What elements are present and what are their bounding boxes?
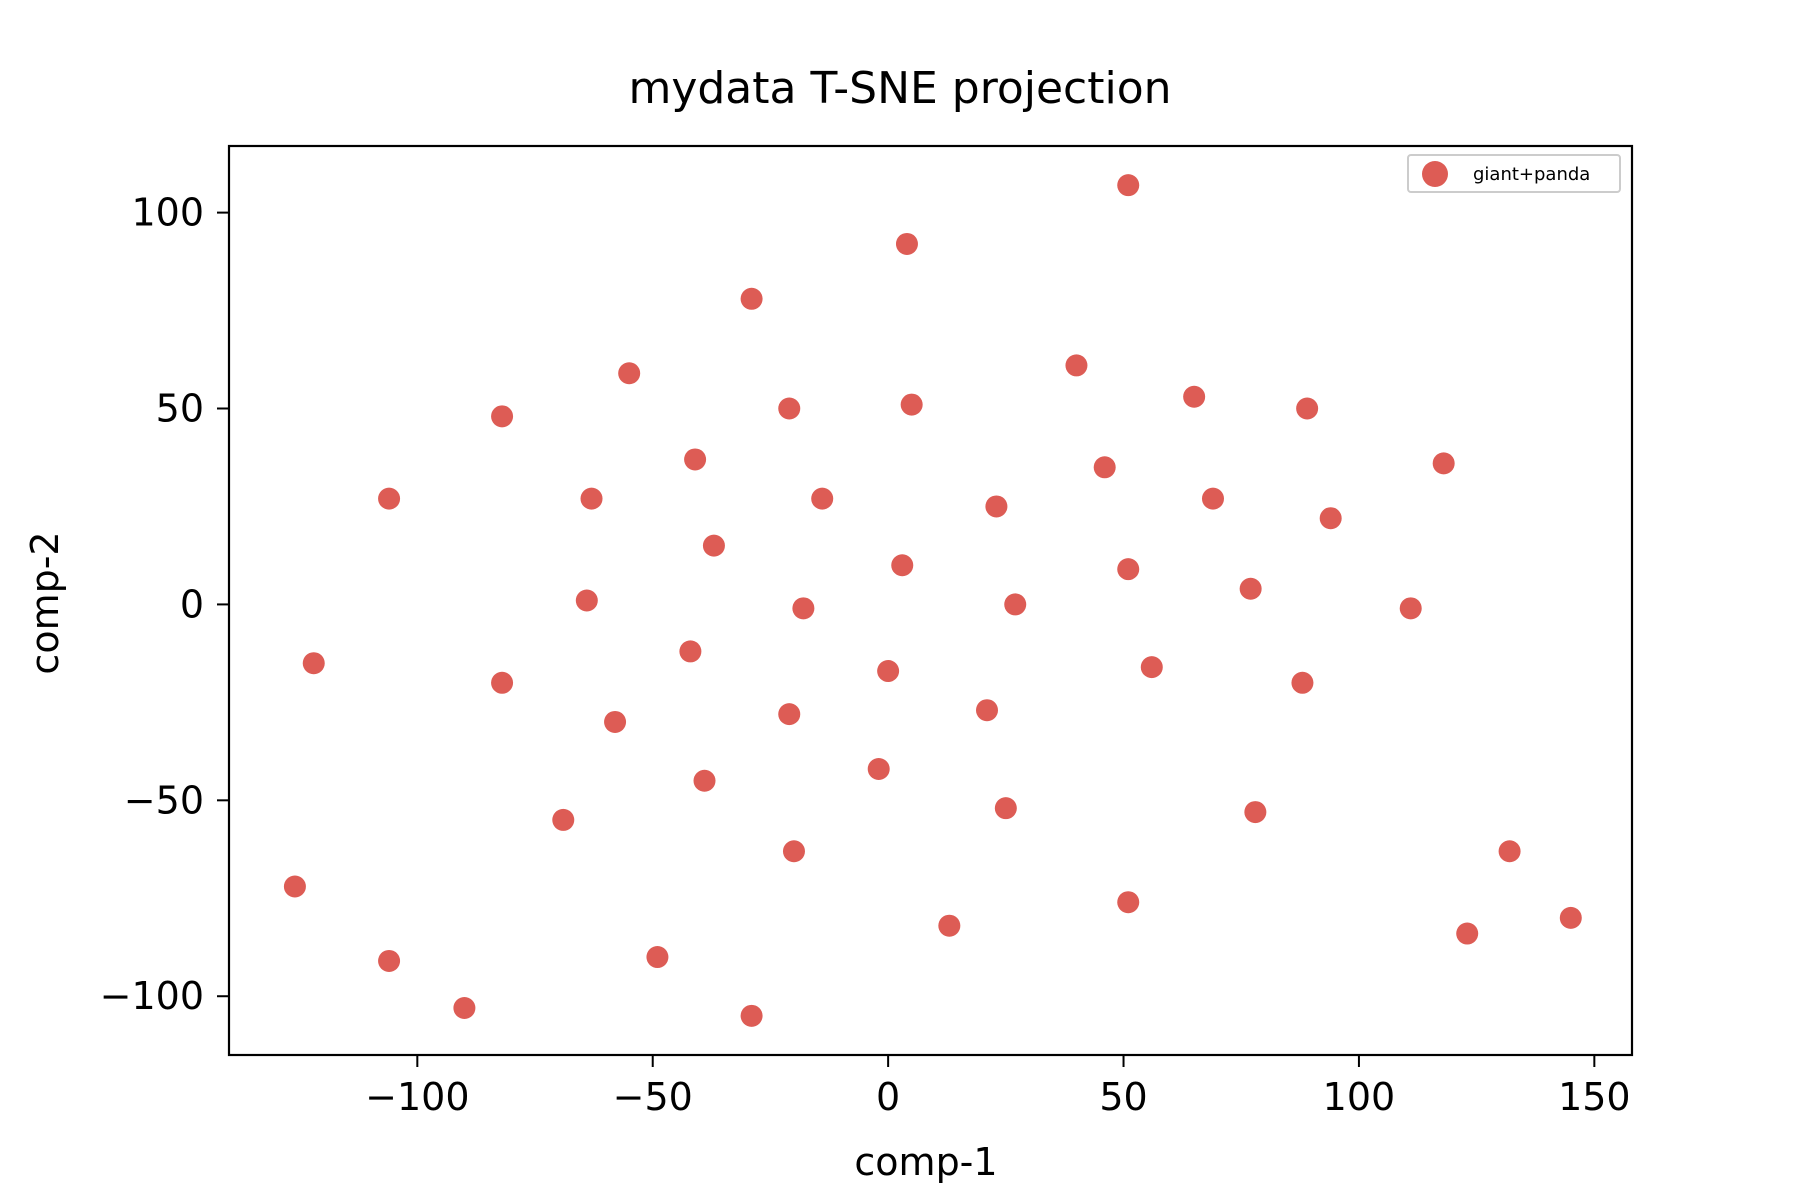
scatter-point: [1291, 671, 1314, 694]
scatter-point: [283, 875, 306, 898]
x-tick-label: −100: [365, 1075, 469, 1119]
scatter-point: [740, 1004, 763, 1027]
chart-title: mydata T-SNE projection: [628, 63, 1171, 114]
y-tick-label: −50: [124, 778, 204, 822]
scatter-point: [1065, 354, 1088, 377]
scatter-point: [900, 393, 923, 416]
scatter-point: [740, 287, 763, 310]
scatter-point: [693, 769, 716, 792]
scatter-point: [646, 946, 669, 969]
x-axis-ticks: −100 −50 0 50 100 150: [365, 1055, 1631, 1119]
scatter-point: [1004, 593, 1027, 616]
scatter-point: [604, 710, 627, 733]
scatter-point: [552, 808, 575, 831]
scatter-point: [1093, 456, 1116, 479]
scatter-point: [1183, 385, 1206, 408]
scatter-point: [877, 660, 900, 683]
x-axis-label: comp-1: [854, 1140, 997, 1184]
scatter-point: [975, 699, 998, 722]
scatter-point: [1296, 397, 1319, 420]
scatter-point: [1117, 174, 1140, 197]
scatter-point: [994, 797, 1017, 820]
scatter-point: [491, 671, 514, 694]
scatter-point: [778, 397, 801, 420]
scatter-point: [782, 840, 805, 863]
scatter-point: [684, 448, 707, 471]
x-tick-label: 50: [1099, 1075, 1147, 1119]
scatter-point: [867, 757, 890, 780]
scatter-point: [1239, 577, 1262, 600]
data-points: [283, 174, 1582, 1027]
scatter-point: [1456, 922, 1479, 945]
x-tick-label: 150: [1558, 1075, 1631, 1119]
y-axis-label: comp-2: [23, 531, 67, 674]
legend-box: [1407, 154, 1621, 193]
scatter-point: [1498, 840, 1521, 863]
y-tick-label: −100: [100, 974, 204, 1018]
scatter-point: [1117, 558, 1140, 581]
scatter-point: [1201, 487, 1224, 510]
x-tick-label: 100: [1323, 1075, 1396, 1119]
plot-frame: [227, 144, 1634, 1057]
scatter-point: [580, 487, 603, 510]
scatter-point: [1559, 906, 1582, 929]
scatter-point: [378, 949, 401, 972]
scatter-point: [679, 640, 702, 663]
scatter-point: [1140, 656, 1163, 679]
y-axis-ticks: −100 −50 0 50 100: [100, 191, 229, 1018]
scatter-point: [938, 914, 961, 937]
scatter-point: [453, 996, 476, 1019]
scatter-point: [778, 703, 801, 726]
scatter-point: [1319, 507, 1342, 530]
scatter-point: [985, 495, 1008, 518]
scatter-point: [618, 362, 641, 385]
y-tick-label: 0: [180, 582, 204, 626]
scatter-point: [811, 487, 834, 510]
scatter-point: [895, 232, 918, 255]
scatter-point: [1399, 597, 1422, 620]
x-tick-label: 0: [876, 1075, 900, 1119]
scatter-point: [702, 534, 725, 557]
legend-label: giant+panda: [1473, 164, 1590, 185]
scatter-point: [302, 652, 325, 675]
scatter-point: [491, 405, 514, 428]
scatter-point: [575, 589, 598, 612]
scatter-point: [792, 597, 815, 620]
scatter-point: [1117, 891, 1140, 914]
scatter-point: [1244, 801, 1267, 824]
scatter-point: [1432, 452, 1455, 475]
y-tick-label: 50: [156, 387, 204, 431]
legend-marker: [1422, 161, 1448, 187]
x-tick-label: −50: [613, 1075, 693, 1119]
legend: giant+panda: [1407, 154, 1621, 193]
scatter-point: [891, 554, 914, 577]
y-tick-label: 100: [131, 191, 204, 235]
scatter-point: [378, 487, 401, 510]
